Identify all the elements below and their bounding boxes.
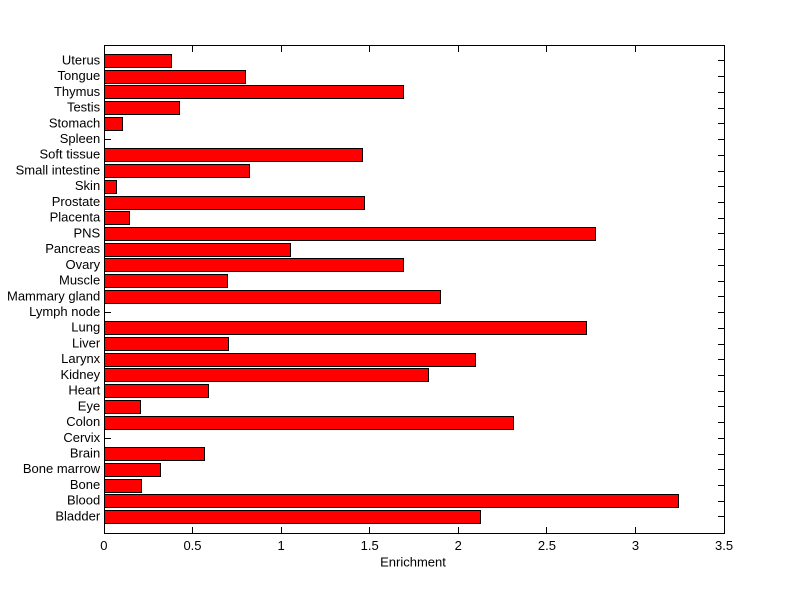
svg-text:Placenta: Placenta (50, 210, 101, 225)
svg-text:Small intestine: Small intestine (16, 163, 101, 178)
svg-text:Soft tissue: Soft tissue (39, 147, 100, 162)
svg-text:1.5: 1.5 (361, 538, 379, 553)
svg-text:Cervix: Cervix (63, 430, 100, 445)
svg-text:Kidney: Kidney (60, 367, 100, 382)
svg-text:Bladder: Bladder (55, 508, 100, 523)
svg-text:2: 2 (455, 538, 462, 553)
svg-text:Thymus: Thymus (54, 84, 101, 99)
svg-text:0.5: 0.5 (183, 538, 201, 553)
svg-text:Pancreas: Pancreas (45, 241, 100, 256)
svg-text:Lung: Lung (71, 320, 100, 335)
svg-text:0: 0 (100, 538, 107, 553)
svg-text:Bone marrow: Bone marrow (23, 461, 101, 476)
svg-text:Colon: Colon (66, 414, 100, 429)
svg-text:Stomach: Stomach (49, 115, 100, 130)
svg-text:Liver: Liver (72, 335, 101, 350)
svg-text:Heart: Heart (68, 383, 100, 398)
svg-text:Prostate: Prostate (52, 194, 100, 209)
svg-text:Uterus: Uterus (62, 52, 101, 67)
svg-text:1: 1 (277, 538, 284, 553)
svg-text:Lymph node: Lymph node (29, 304, 100, 319)
svg-text:Testis: Testis (67, 100, 101, 115)
svg-text:Larynx: Larynx (61, 351, 101, 366)
svg-text:Brain: Brain (70, 446, 100, 461)
svg-text:2.5: 2.5 (538, 538, 556, 553)
svg-text:Muscle: Muscle (59, 273, 100, 288)
svg-text:PNS: PNS (73, 225, 100, 240)
svg-text:3: 3 (632, 538, 639, 553)
svg-text:Enrichment: Enrichment (380, 555, 446, 570)
svg-text:Tongue: Tongue (58, 68, 101, 83)
svg-text:Skin: Skin (75, 178, 100, 193)
svg-text:Bone: Bone (70, 477, 100, 492)
svg-text:Mammary gland: Mammary gland (7, 288, 100, 303)
svg-text:Ovary: Ovary (66, 257, 101, 272)
svg-text:Blood: Blood (67, 493, 100, 508)
svg-text:Spleen: Spleen (60, 131, 100, 146)
svg-text:Eye: Eye (78, 398, 100, 413)
svg-text:3.5: 3.5 (715, 538, 733, 553)
